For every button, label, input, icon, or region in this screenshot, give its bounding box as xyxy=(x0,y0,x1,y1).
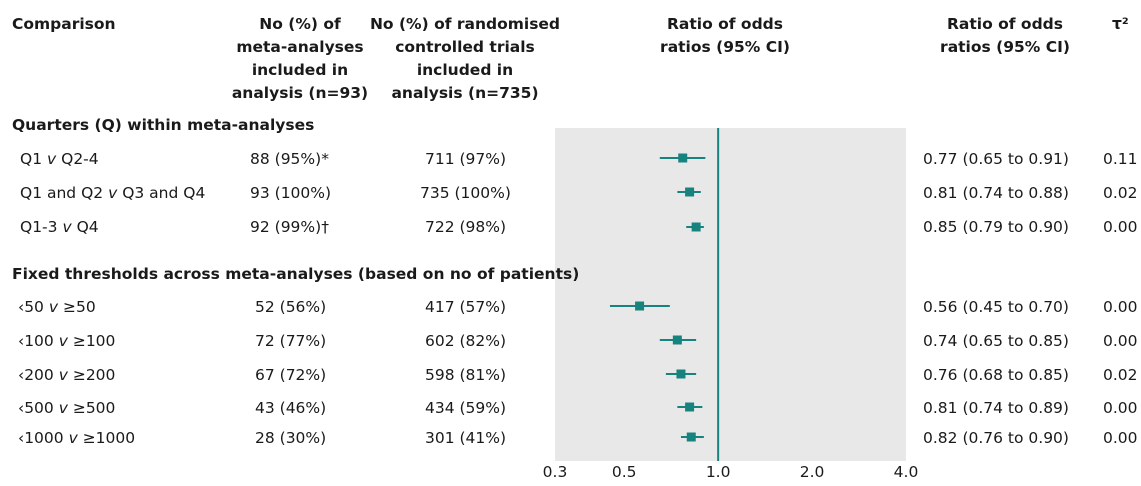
row-rcts: 602 (82%) xyxy=(425,332,507,350)
row-label: ‹100 v ≥100 xyxy=(18,332,116,350)
x-tick-label: 0.3 xyxy=(542,463,568,481)
row-ror: 0.82 (0.76 to 0.90) xyxy=(923,429,1069,447)
header-tau-squared: τ² xyxy=(1112,15,1129,33)
x-tick-label: 0.5 xyxy=(611,463,637,481)
row-label: ‹1000 v ≥1000 xyxy=(18,429,136,447)
header-rcts: No (%) of randomised controlled trials i… xyxy=(369,15,561,102)
row-meta-analyses: 67 (72%) xyxy=(255,366,327,384)
row-rcts: 722 (98%) xyxy=(425,218,507,236)
x-tick-label: 1.0 xyxy=(705,463,731,481)
row-label: Q1 v Q2-4 xyxy=(20,150,99,168)
row-rcts: 301 (41%) xyxy=(425,429,507,447)
row-meta-analyses: 52 (56%) xyxy=(255,298,327,316)
section-title-fixed-thresholds: Fixed thresholds across meta-analyses (b… xyxy=(12,265,580,283)
header-comparison: Comparison xyxy=(12,15,116,33)
point-estimate-marker xyxy=(672,335,682,345)
section-title-quarters: Quarters (Q) within meta-analyses xyxy=(12,116,315,134)
row-rcts: 434 (59%) xyxy=(425,399,507,417)
header-plot: Ratio of odds ratios (95% CI) xyxy=(660,15,790,56)
row-meta-analyses: 93 (100%) xyxy=(250,184,332,202)
point-estimate-marker xyxy=(635,301,645,311)
row-meta-analyses: 43 (46%) xyxy=(255,399,327,417)
row-tau: 0.00 xyxy=(1103,399,1138,417)
row-tau: 0.11 xyxy=(1103,150,1138,168)
row-meta-analyses: 92 (99%)† xyxy=(250,218,329,236)
plot-background xyxy=(555,128,906,461)
row-rcts: 711 (97%) xyxy=(425,150,507,168)
row-label: ‹500 v ≥500 xyxy=(18,399,116,417)
row-label: Q1 and Q2 v Q3 and Q4 xyxy=(20,184,206,202)
row-rcts: 417 (57%) xyxy=(425,298,507,316)
row-tau: 0.00 xyxy=(1103,429,1138,447)
point-estimate-marker xyxy=(678,153,688,163)
row-ror: 0.81 (0.74 to 0.89) xyxy=(923,399,1069,417)
row-ror: 0.74 (0.65 to 0.85) xyxy=(923,332,1069,350)
point-estimate-marker xyxy=(685,187,695,197)
header-meta-analyses: No (%) of meta-analyses included in anal… xyxy=(231,15,369,102)
row-meta-analyses: 88 (95%)* xyxy=(250,150,329,168)
row-tau: 0.02 xyxy=(1103,366,1138,384)
row-ror: 0.56 (0.45 to 0.70) xyxy=(923,298,1069,316)
row-label: ‹200 v ≥200 xyxy=(18,366,116,384)
row-ror: 0.81 (0.74 to 0.88) xyxy=(923,184,1069,202)
point-estimate-marker xyxy=(691,222,701,232)
header-ror: Ratio of odds ratios (95% CI) xyxy=(940,15,1070,56)
row-tau: 0.00 xyxy=(1103,332,1138,350)
x-tick-label: 4.0 xyxy=(893,463,919,481)
point-estimate-marker xyxy=(676,369,686,379)
row-ror: 0.85 (0.79 to 0.90) xyxy=(923,218,1069,236)
point-estimate-marker xyxy=(686,432,696,442)
row-meta-analyses: 72 (77%) xyxy=(255,332,327,350)
row-ror: 0.77 (0.65 to 0.91) xyxy=(923,150,1069,168)
x-tick-label: 2.0 xyxy=(799,463,825,481)
row-rcts: 735 (100%) xyxy=(420,184,511,202)
row-tau: 0.02 xyxy=(1103,184,1138,202)
row-label: Q1-3 v Q4 xyxy=(20,218,99,236)
row-label: ‹50 v ≥50 xyxy=(18,298,96,316)
row-meta-analyses: 28 (30%) xyxy=(255,429,327,447)
row-tau: 0.00 xyxy=(1103,218,1138,236)
row-rcts: 598 (81%) xyxy=(425,366,507,384)
row-ror: 0.76 (0.68 to 0.85) xyxy=(923,366,1069,384)
row-tau: 0.00 xyxy=(1103,298,1138,316)
point-estimate-marker xyxy=(685,402,695,412)
